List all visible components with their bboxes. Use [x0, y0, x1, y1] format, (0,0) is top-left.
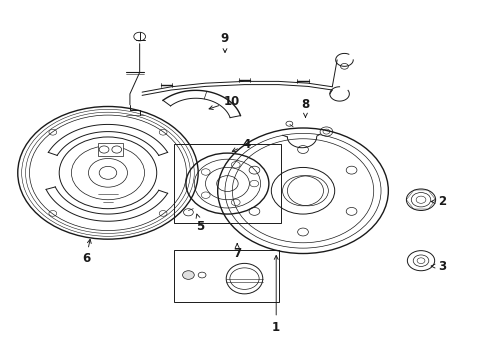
Text: 10: 10: [209, 95, 240, 109]
Bar: [98, 143, 122, 156]
Bar: [173, 250, 278, 302]
Text: 3: 3: [430, 260, 445, 273]
Ellipse shape: [226, 264, 262, 294]
Circle shape: [182, 271, 194, 279]
Text: 6: 6: [81, 239, 91, 265]
Text: 2: 2: [430, 195, 445, 208]
Text: 7: 7: [233, 244, 241, 260]
Text: 4: 4: [232, 138, 250, 152]
Text: 1: 1: [272, 256, 280, 333]
Text: 9: 9: [221, 32, 229, 53]
Text: 8: 8: [301, 98, 309, 117]
Bar: [173, 144, 281, 223]
Text: 5: 5: [196, 214, 204, 233]
